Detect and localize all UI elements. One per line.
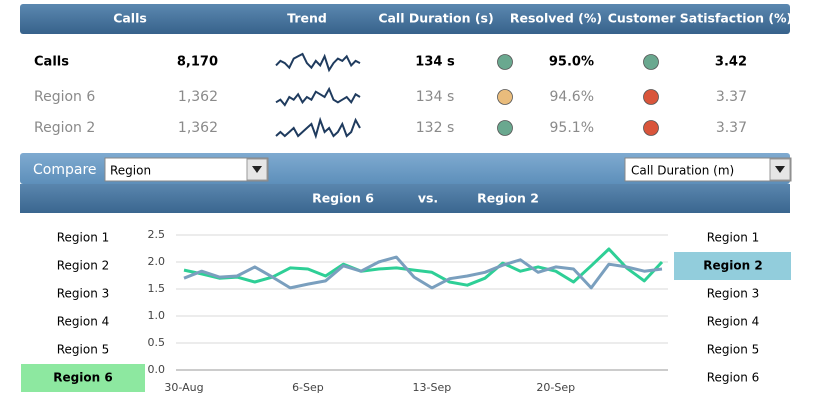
y-tick-label: 0.5 <box>148 336 166 349</box>
list-item[interactable]: Region 6 <box>707 371 760 385</box>
satisfaction-value: 3.37 <box>716 120 747 136</box>
column-header: Customer Satisfaction (%) <box>608 11 793 26</box>
metric-dropdown[interactable]: Call Duration (m) <box>624 157 792 182</box>
dropdown-arrow <box>775 166 785 173</box>
resolved-status <box>497 54 513 70</box>
compare-label: Compare <box>33 162 97 178</box>
list-item[interactable]: Region 4 <box>57 315 110 329</box>
list-item[interactable]: Region 3 <box>57 287 110 301</box>
header-bar <box>20 4 790 34</box>
satisfaction-status <box>643 54 659 70</box>
sparkline <box>275 52 361 73</box>
y-tick-label: 1.0 <box>148 309 166 322</box>
series-line <box>183 255 663 290</box>
dropdown-value: Call Duration (m) <box>631 164 734 178</box>
dropdown-box[interactable] <box>104 157 269 182</box>
calls-value: 1,362 <box>178 89 218 105</box>
resolved-value: 95.1% <box>550 120 594 136</box>
dimension-dropdown[interactable]: Region <box>104 157 269 182</box>
y-tick-label: 2.0 <box>148 255 166 268</box>
resolved-status <box>497 120 513 136</box>
compare-vs: vs. <box>418 191 438 206</box>
column-header: Calls <box>113 11 147 26</box>
list-item[interactable]: Region 5 <box>707 343 760 357</box>
satisfaction-status <box>643 120 659 136</box>
sparkline <box>275 86 361 107</box>
column-header: Call Duration (s) <box>378 11 493 26</box>
duration-value: 132 s <box>416 120 454 136</box>
list-item[interactable]: Region 4 <box>707 315 760 329</box>
list-item[interactable]: Region 2 <box>57 259 110 273</box>
list-item[interactable]: Region 1 <box>57 231 110 245</box>
series-line <box>183 247 664 287</box>
compare-right: Region 2 <box>477 191 539 206</box>
duration-value: 134 s <box>415 55 455 70</box>
list-item[interactable]: Region 6 <box>53 371 112 385</box>
x-tick-label: 30-Aug <box>164 381 203 394</box>
resolved-value: 95.0% <box>549 55 594 70</box>
table-header <box>20 4 790 34</box>
y-tick-label: 0.0 <box>148 363 166 376</box>
row-name: Region 6 <box>34 89 95 105</box>
calls-value: 8,170 <box>177 55 218 70</box>
compare-left: Region 6 <box>312 191 374 206</box>
row-name: Region 2 <box>34 120 95 136</box>
list-item[interactable]: Region 2 <box>703 259 762 273</box>
list-item[interactable]: Region 5 <box>57 343 110 357</box>
y-tick-label: 1.5 <box>148 282 166 295</box>
dropdown-value: Region <box>110 164 151 178</box>
satisfaction-value: 3.37 <box>716 89 747 105</box>
satisfaction-value: 3.42 <box>715 55 747 70</box>
sparkline <box>275 116 361 140</box>
x-tick-label: 20-Sep <box>536 381 575 394</box>
dropdown-box[interactable] <box>624 157 792 182</box>
column-header: Trend <box>287 11 327 26</box>
versus-bar <box>20 184 790 213</box>
x-tick-label: 6-Sep <box>292 381 324 394</box>
duration-value: 134 s <box>416 89 454 105</box>
x-tick-label: 13-Sep <box>413 381 452 394</box>
satisfaction-status <box>643 89 659 105</box>
y-tick-label: 2.5 <box>148 228 166 241</box>
list-highlight[interactable] <box>674 252 791 280</box>
calls-value: 1,362 <box>178 120 218 136</box>
dropdown-arrow <box>252 166 262 173</box>
resolved-value: 94.6% <box>550 89 594 105</box>
list-item[interactable]: Region 3 <box>707 287 760 301</box>
column-header: Resolved (%) <box>510 11 602 26</box>
list-highlight[interactable] <box>21 364 145 392</box>
list-item[interactable]: Region 1 <box>707 231 760 245</box>
resolved-status <box>497 89 513 105</box>
row-name: Calls <box>34 55 69 70</box>
